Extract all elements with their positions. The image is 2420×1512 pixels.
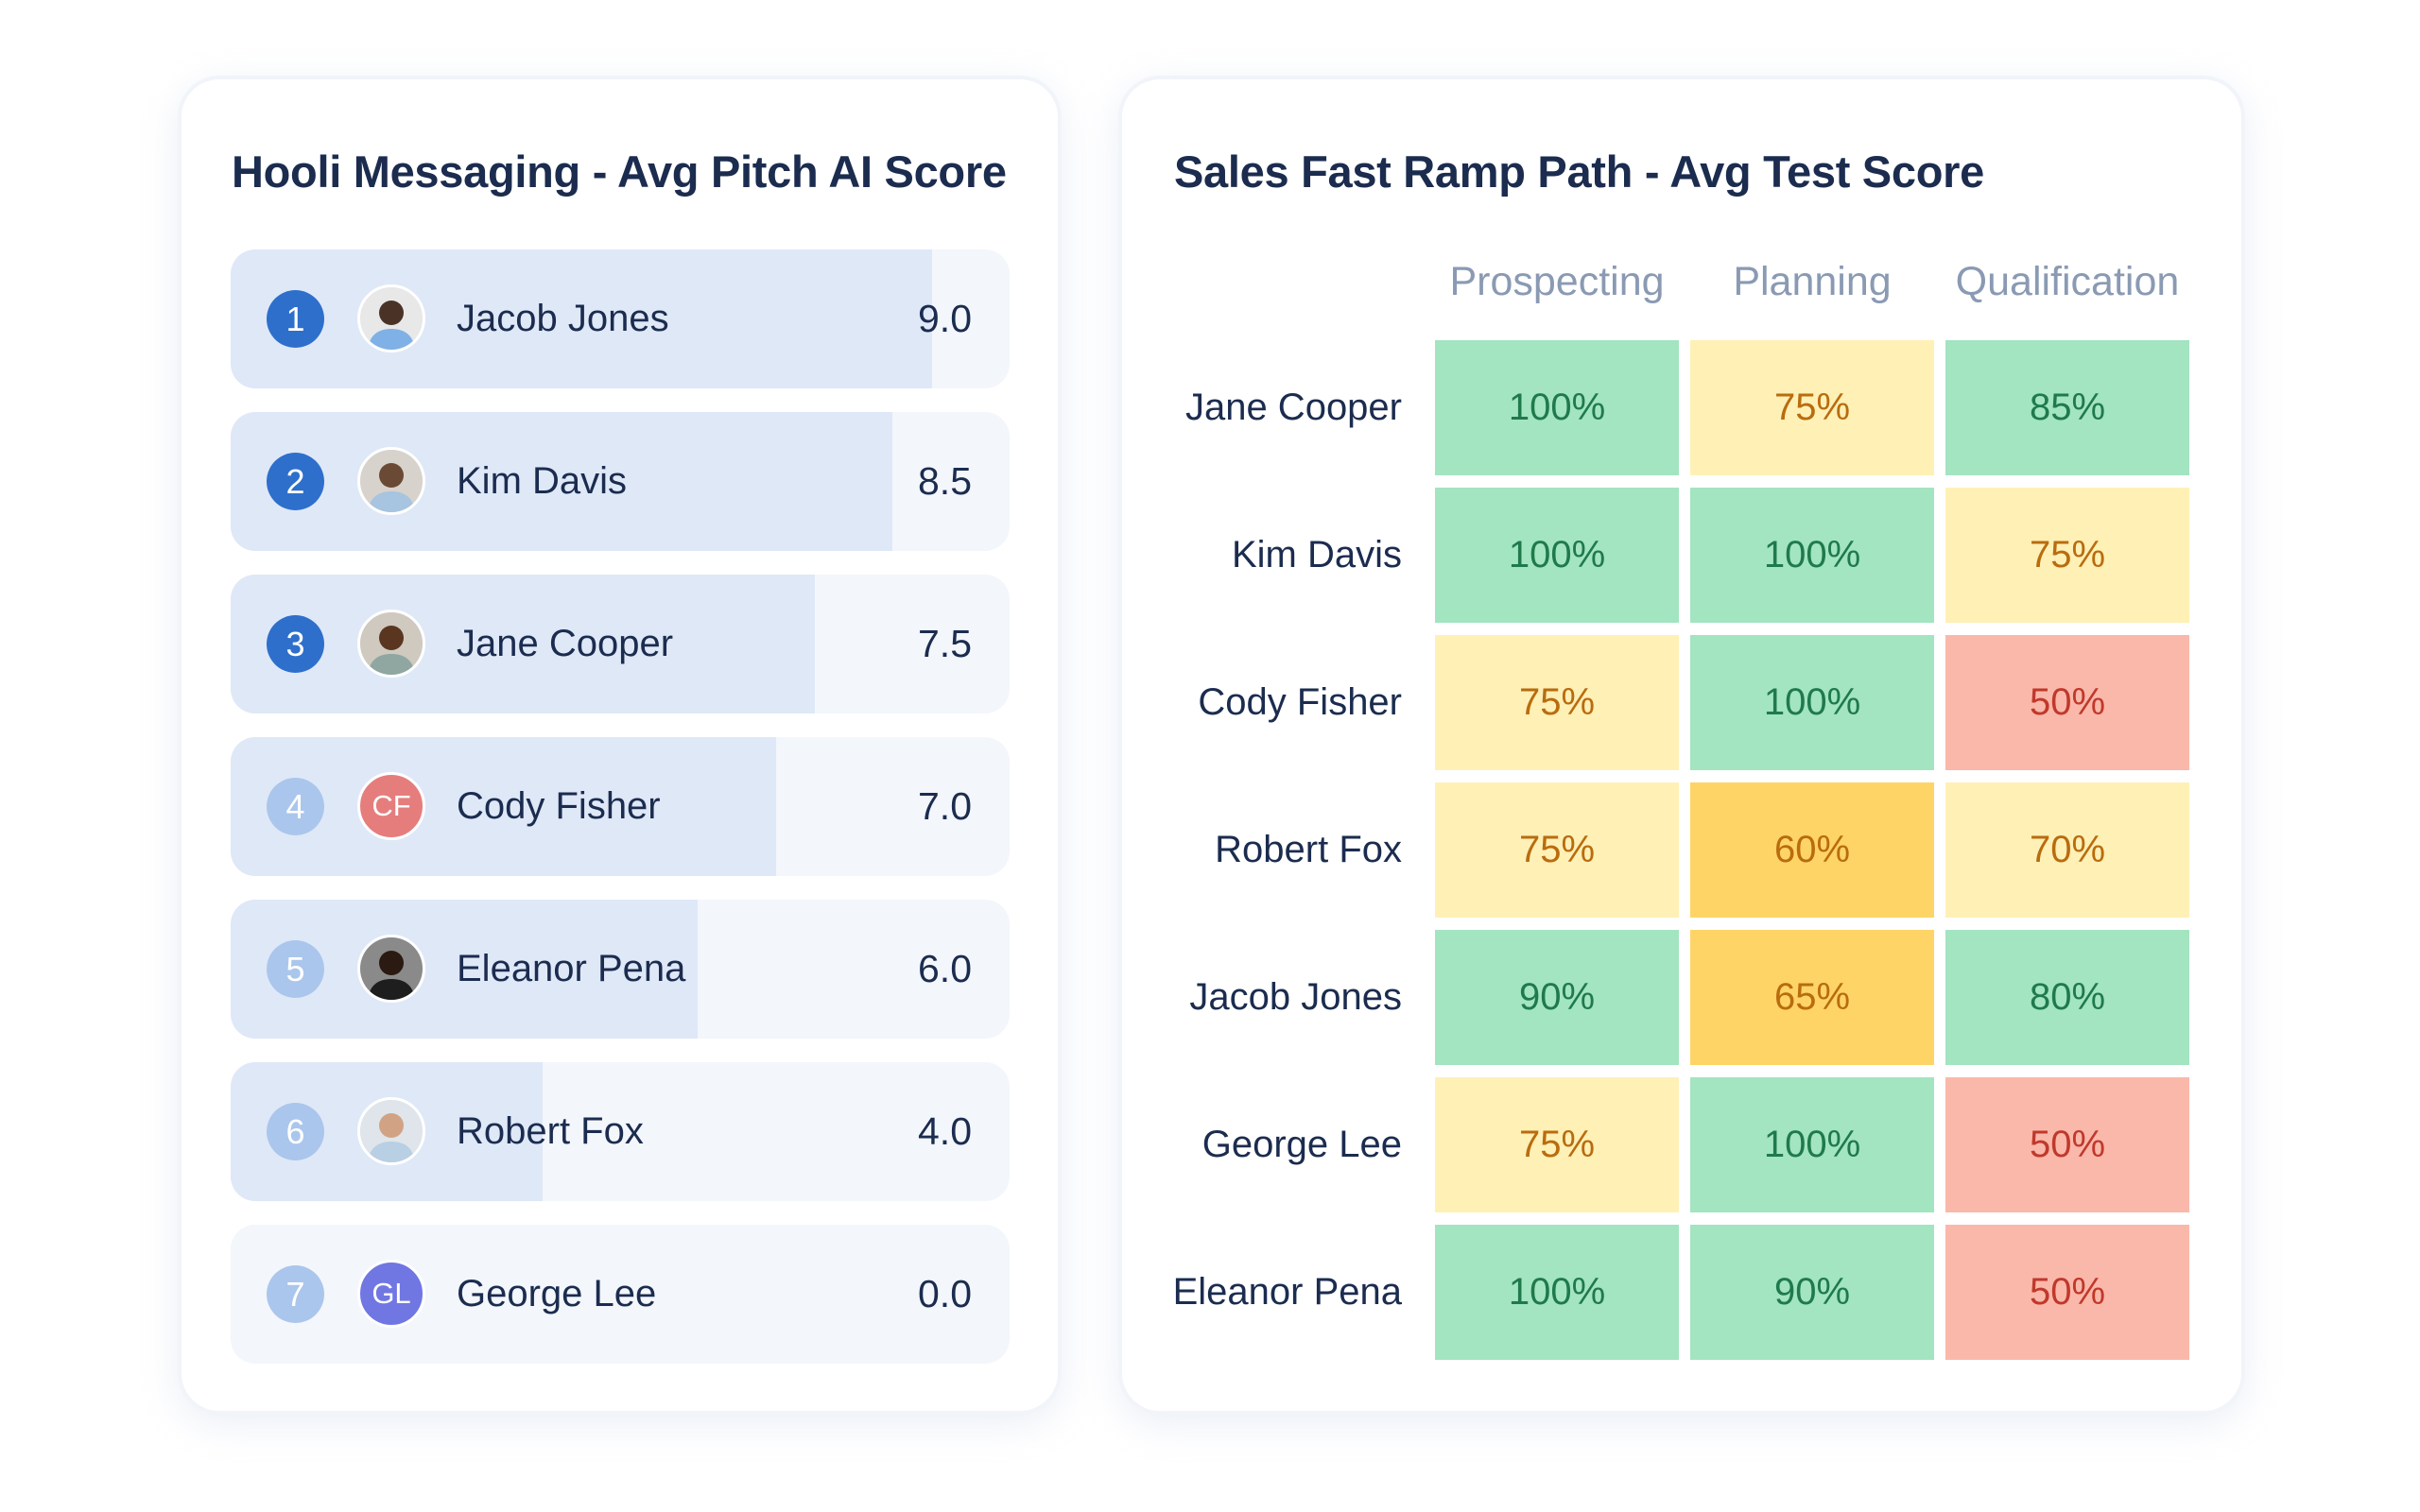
- rank-badge: 3: [267, 615, 324, 673]
- leaderboard-name: Jacob Jones: [457, 298, 669, 339]
- rank-badge: 4: [267, 778, 324, 835]
- rank-badge: 5: [267, 940, 324, 998]
- leaderboard-name: George Lee: [457, 1273, 657, 1314]
- heatmap-column-header: Planning: [1733, 259, 1892, 304]
- pitch-score-card: Hooli Messaging - Avg Pitch AI Score 1 Ja…: [178, 76, 1062, 1415]
- heatmap-cell: 75%: [1945, 488, 2189, 623]
- heatmap-cell: 90%: [1435, 930, 1679, 1065]
- leaderboard-row[interactable]: 1 Jacob Jones 9.0: [231, 249, 1010, 388]
- person-photo-icon: [360, 450, 423, 512]
- leaderboard-row[interactable]: 2 Kim Davis 8.5: [231, 412, 1010, 551]
- avatar: CF: [357, 772, 425, 840]
- leaderboard-score: 7.5: [918, 622, 972, 665]
- leaderboard-row[interactable]: 3 Jane Cooper 7.5: [231, 575, 1010, 713]
- heatmap-row-label: Robert Fox: [1215, 829, 1402, 870]
- heatmap-cell: 65%: [1690, 930, 1934, 1065]
- leaderboard-score: 7.0: [918, 784, 972, 828]
- leaderboard-score: 4.0: [918, 1109, 972, 1153]
- heatmap-row-label: Eleanor Pena: [1172, 1271, 1402, 1313]
- heatmap-cell: 75%: [1435, 1077, 1679, 1212]
- heatmap-cell: 70%: [1945, 782, 2189, 918]
- score-bar-fill: [231, 575, 815, 713]
- person-photo-icon: [360, 612, 423, 675]
- heatmap-cell: 50%: [1945, 635, 2189, 770]
- leaderboard-name: Jane Cooper: [457, 623, 674, 664]
- rank-badge: 7: [267, 1265, 324, 1323]
- avatar: [357, 447, 425, 515]
- avatar: [357, 935, 425, 1003]
- heatmap-cell: 100%: [1435, 340, 1679, 475]
- heatmap-column-header: Prospecting: [1449, 259, 1665, 304]
- heatmap-row-label: Jacob Jones: [1189, 976, 1402, 1018]
- heatmap-row-labels: Jane Cooper Kim Davis Cody Fisher Robert Fo…: [1122, 79, 1402, 1411]
- rank-badge: 2: [267, 453, 324, 510]
- heatmap-cell: 50%: [1945, 1077, 2189, 1212]
- person-photo-icon: [360, 1100, 423, 1162]
- leaderboard-score: 0.0: [918, 1272, 972, 1315]
- heatmap-cell: 75%: [1435, 782, 1679, 918]
- leaderboard-score: 6.0: [918, 947, 972, 990]
- person-photo-icon: [360, 287, 423, 350]
- avatar: [357, 284, 425, 352]
- score-bar-fill: [231, 249, 932, 388]
- heatmap-cell: 90%: [1690, 1225, 1934, 1360]
- leaderboard-name: Cody Fisher: [457, 785, 661, 827]
- heatmap-row-label: Cody Fisher: [1198, 681, 1402, 723]
- leaderboard-name: Kim Davis: [457, 460, 628, 502]
- test-score-title: Sales Fast Ramp Path - Avg Test Score: [1174, 146, 1984, 197]
- heatmap-cell: 100%: [1435, 1225, 1679, 1360]
- avatar: [357, 610, 425, 678]
- heatmap-cell: 100%: [1690, 488, 1934, 623]
- leaderboard-row[interactable]: 5 Eleanor Pena 6.0: [231, 900, 1010, 1039]
- leaderboard-row[interactable]: 4 CF Cody Fisher 7.0: [231, 737, 1010, 876]
- avatar: GL: [357, 1260, 425, 1328]
- leaderboard-name: Robert Fox: [457, 1110, 644, 1152]
- heatmap-row-label: Kim Davis: [1231, 534, 1402, 576]
- heatmap-cell: 75%: [1690, 340, 1934, 475]
- rank-badge: 6: [267, 1103, 324, 1160]
- heatmap-cell: 85%: [1945, 340, 2189, 475]
- test-score-card: Sales Fast Ramp Path - Avg Test Score Pr…: [1118, 76, 2245, 1415]
- pitch-score-title: Hooli Messaging - Avg Pitch AI Score: [232, 146, 1007, 197]
- leaderboard-score: 8.5: [918, 459, 972, 503]
- heatmap-cell: 100%: [1690, 635, 1934, 770]
- rank-badge: 1: [267, 290, 324, 348]
- heatmap-cell: 60%: [1690, 782, 1934, 918]
- heatmap-row-label: George Lee: [1201, 1124, 1402, 1165]
- person-photo-icon: [360, 937, 423, 1000]
- avatar: [357, 1097, 425, 1165]
- heatmap-cell: 75%: [1435, 635, 1679, 770]
- heatmap-cell: 50%: [1945, 1225, 2189, 1360]
- heatmap-cell: 100%: [1435, 488, 1679, 623]
- heatmap-cell: 80%: [1945, 930, 2189, 1065]
- leaderboard-name: Eleanor Pena: [457, 948, 686, 989]
- heatmap-row-label: Jane Cooper: [1184, 387, 1402, 428]
- score-bar-fill: [231, 412, 893, 551]
- leaderboard-score: 9.0: [918, 297, 972, 340]
- heatmap-cell: 100%: [1690, 1077, 1934, 1212]
- heatmap-column-header: Qualification: [1955, 259, 2180, 304]
- leaderboard-row[interactable]: 6 Robert Fox 4.0: [231, 1062, 1010, 1201]
- leaderboard-row[interactable]: 7 GL George Lee 0.0: [231, 1225, 1010, 1364]
